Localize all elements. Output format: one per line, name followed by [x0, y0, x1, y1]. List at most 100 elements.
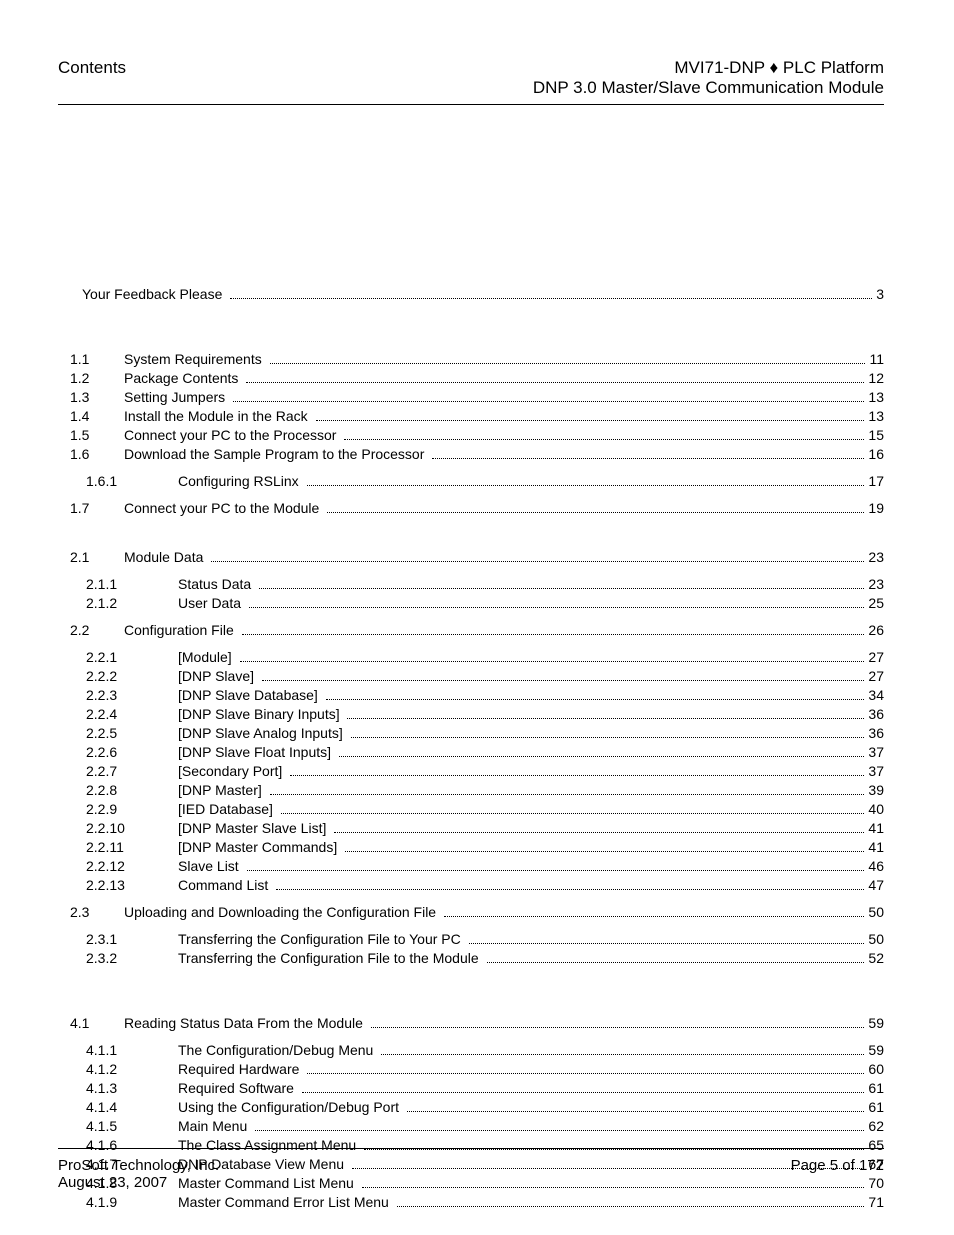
toc-row: 2.3Uploading and Downloading the Configu…	[58, 903, 884, 921]
toc-page: 36	[868, 705, 884, 723]
toc-title: [DNP Master]	[178, 781, 266, 799]
toc-row: 2.2.11[DNP Master Commands] 41	[58, 838, 884, 856]
toc-number: 2.2.4	[58, 705, 178, 723]
toc-number: 1.6	[58, 445, 124, 463]
toc-group-section2c: 2.2Configuration File 26	[58, 621, 884, 639]
toc-group-section1b: 1.6.1Configuring RSLinx 17	[58, 472, 884, 490]
page-footer: ProSoft Technology, Inc. August 23, 2007…	[58, 1157, 884, 1191]
toc-page: 17	[868, 472, 884, 490]
toc-page: 71	[868, 1193, 884, 1211]
toc-leader-dots	[281, 805, 865, 814]
toc-number: 4.1.3	[58, 1079, 178, 1097]
toc-row: 2.2.4[DNP Slave Binary Inputs] 36	[58, 705, 884, 723]
toc-row: 2.2.6[DNP Slave Float Inputs] 37	[58, 743, 884, 761]
toc-group-section1: 1.1System Requirements 111.2Package Cont…	[58, 350, 884, 463]
toc-page: 59	[868, 1014, 884, 1032]
footer-left: ProSoft Technology, Inc. August 23, 2007	[58, 1157, 219, 1191]
toc-title: Your Feedback Please	[82, 285, 226, 303]
toc-leader-dots	[233, 393, 864, 402]
toc-page: 47	[868, 876, 884, 894]
toc-title: [Secondary Port]	[178, 762, 286, 780]
toc-leader-dots	[326, 691, 865, 700]
toc-page: 27	[868, 667, 884, 685]
toc-page: 15	[868, 426, 884, 444]
toc-leader-dots	[345, 843, 864, 852]
toc-row: 1.3Setting Jumpers 13	[58, 388, 884, 406]
toc-page: 37	[868, 762, 884, 780]
toc-leader-dots	[347, 710, 864, 719]
toc-leader-dots	[469, 935, 865, 944]
toc-leader-dots	[262, 672, 865, 681]
toc-group-section4a: 4.1Reading Status Data From the Module 5…	[58, 1014, 884, 1032]
toc-page: 19	[868, 499, 884, 517]
toc-number: 2.3.1	[58, 930, 178, 948]
toc-title: Command List	[178, 876, 272, 894]
toc-row: 2.2.12Slave List 46	[58, 857, 884, 875]
toc-page: 3	[876, 285, 884, 303]
toc-leader-dots	[255, 1122, 864, 1131]
toc-leader-dots	[242, 626, 865, 635]
toc-page: 13	[868, 388, 884, 406]
toc-number: 1.4	[58, 407, 124, 425]
footer-rule	[58, 1148, 884, 1149]
toc-title: Configuring RSLinx	[178, 472, 303, 490]
header-left: Contents	[58, 58, 126, 78]
toc-page: 50	[868, 903, 884, 921]
toc-page: 61	[868, 1098, 884, 1116]
toc-leader-dots	[211, 553, 864, 562]
page-header: Contents MVI71-DNP ♦ PLC Platform DNP 3.…	[58, 58, 884, 104]
toc-title: Slave List	[178, 857, 243, 875]
header-rule	[58, 104, 884, 105]
toc-number: 2.2.12	[58, 857, 178, 875]
toc-leader-dots	[344, 431, 864, 440]
toc-row: 2.2.10[DNP Master Slave List] 41	[58, 819, 884, 837]
toc-leader-dots	[276, 881, 864, 890]
toc-row: 1.5Connect your PC to the Processor 15	[58, 426, 884, 444]
toc-number: 2.2.7	[58, 762, 178, 780]
toc-title: Module Data	[124, 548, 207, 566]
toc-row: 2.3.2Transferring the Configuration File…	[58, 949, 884, 967]
toc-leader-dots	[407, 1103, 865, 1112]
toc-leader-dots	[307, 1065, 864, 1074]
toc-row: 4.1.9Master Command Error List Menu 71	[58, 1193, 884, 1211]
toc-number: 1.2	[58, 369, 124, 387]
toc-row: 2.2.3[DNP Slave Database] 34	[58, 686, 884, 704]
toc-number: 2.2.10	[58, 819, 178, 837]
toc-group-front: Your Feedback Please 3	[58, 285, 884, 303]
toc-number: 2.2.2	[58, 667, 178, 685]
toc-title: The Class Assignment Menu	[178, 1136, 360, 1154]
toc-leader-dots	[351, 729, 865, 738]
header-separator: ♦	[765, 58, 783, 77]
toc-number: 1.6.1	[58, 472, 178, 490]
toc-number: 1.1	[58, 350, 124, 368]
toc-leader-dots	[432, 450, 864, 459]
document-page: Contents MVI71-DNP ♦ PLC Platform DNP 3.…	[0, 0, 954, 1235]
toc-title: [DNP Slave Analog Inputs]	[178, 724, 347, 742]
toc-leader-dots	[246, 374, 864, 383]
toc-leader-dots	[397, 1198, 865, 1207]
toc-title: Install the Module in the Rack	[124, 407, 312, 425]
toc-number: 2.1.1	[58, 575, 178, 593]
toc-row: 4.1.3Required Software 61	[58, 1079, 884, 1097]
toc-page: 61	[868, 1079, 884, 1097]
toc-page: 65	[868, 1136, 884, 1154]
header-subtitle: DNP 3.0 Master/Slave Communication Modul…	[126, 78, 884, 98]
toc-number: 4.1.5	[58, 1117, 178, 1135]
toc-number: 4.1.9	[58, 1193, 178, 1211]
toc-leader-dots	[247, 862, 865, 871]
toc-number: 2.2.11	[58, 838, 178, 856]
toc-leader-dots	[307, 477, 865, 486]
toc-leader-dots	[487, 954, 865, 963]
toc-page: 16	[868, 445, 884, 463]
toc-row: 2.2.9[IED Database] 40	[58, 800, 884, 818]
toc-row: 2.2Configuration File 26	[58, 621, 884, 639]
footer-company: ProSoft Technology, Inc.	[58, 1157, 219, 1174]
toc-leader-dots	[444, 908, 864, 917]
toc-number: 2.2.13	[58, 876, 178, 894]
toc-title: Download the Sample Program to the Proce…	[124, 445, 428, 463]
toc-row: Your Feedback Please 3	[58, 285, 884, 303]
toc-title: Main Menu	[178, 1117, 251, 1135]
toc-leader-dots	[316, 412, 865, 421]
toc-row: 2.1.1Status Data 23	[58, 575, 884, 593]
toc-title: User Data	[178, 594, 245, 612]
